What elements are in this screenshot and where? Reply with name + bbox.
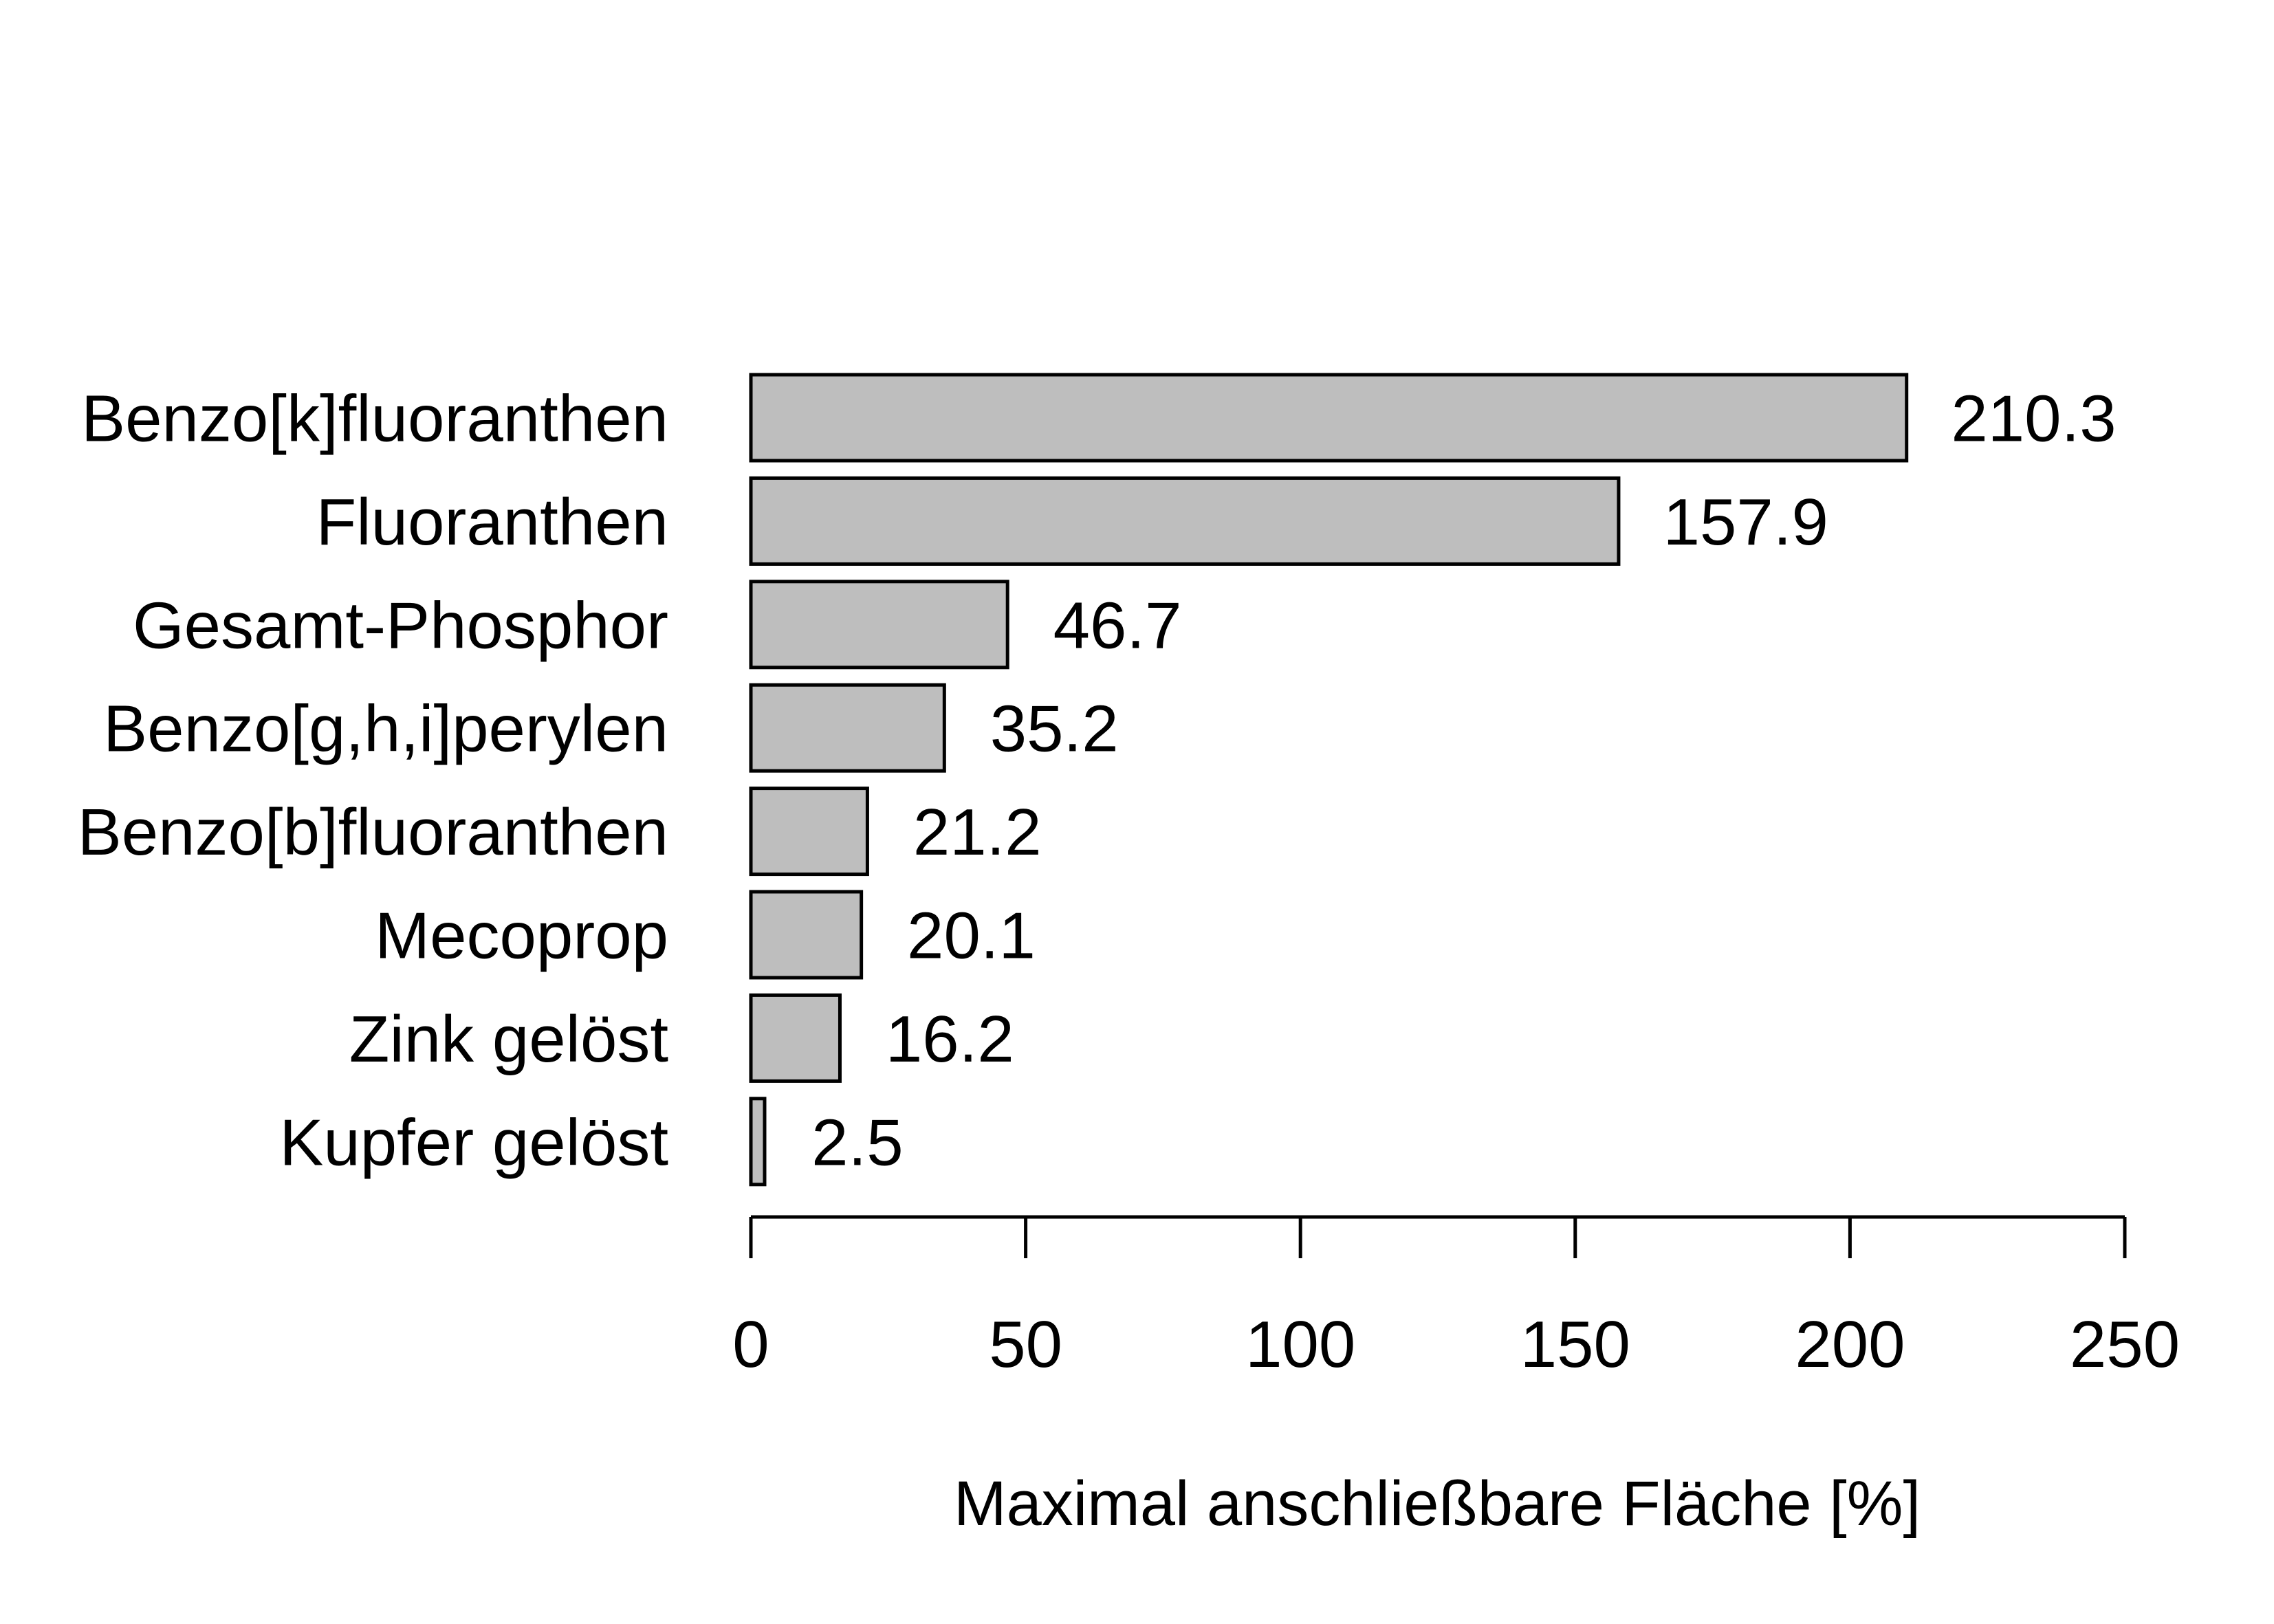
bar bbox=[749, 993, 842, 1083]
bars-layer bbox=[749, 373, 1909, 1187]
category-label: Mecoprop bbox=[375, 899, 668, 973]
data-label: 46.7 bbox=[1053, 589, 1182, 662]
data-label: 16.2 bbox=[886, 1002, 1014, 1076]
x-tick-label: 200 bbox=[1795, 1308, 1905, 1381]
category-label: Benzo[b]fluoranthen bbox=[78, 795, 668, 869]
category-label: Fluoranthen bbox=[316, 485, 668, 559]
bar bbox=[749, 890, 864, 980]
data-label: 2.5 bbox=[811, 1106, 903, 1179]
bar bbox=[749, 580, 1009, 670]
category-label: Benzo[k]fluoranthen bbox=[81, 382, 668, 456]
x-tick-label: 0 bbox=[732, 1308, 769, 1381]
x-axis: 0 50 100 150 200 250 bbox=[732, 1215, 2180, 1381]
bar bbox=[749, 787, 869, 877]
category-label: Gesamt-Phosphor bbox=[133, 589, 668, 662]
category-label: Zink gelöst bbox=[349, 1002, 668, 1076]
bar bbox=[749, 476, 1621, 566]
x-tick-label: 150 bbox=[1520, 1308, 1630, 1381]
bar bbox=[749, 373, 1909, 463]
data-label: 157.9 bbox=[1663, 485, 1828, 559]
x-tick-label: 50 bbox=[989, 1308, 1062, 1381]
data-label: 210.3 bbox=[1951, 382, 2116, 456]
value-labels: 210.3 157.9 46.7 35.2 21.2 20.1 16.2 2.5 bbox=[811, 382, 2117, 1180]
data-label: 35.2 bbox=[990, 692, 1119, 766]
category-label: Benzo[g,h,i]perylen bbox=[103, 692, 668, 766]
x-ticks: 0 50 100 150 200 250 bbox=[732, 1217, 2180, 1381]
category-labels: Benzo[k]fluoranthen Fluoranthen Gesamt-Pho… bbox=[78, 382, 668, 1180]
x-tick-label: 100 bbox=[1245, 1308, 1355, 1381]
data-label: 20.1 bbox=[907, 899, 1036, 973]
bar bbox=[749, 1097, 767, 1187]
data-label: 21.2 bbox=[913, 795, 1042, 869]
bar bbox=[749, 683, 946, 773]
x-tick-label: 250 bbox=[2070, 1308, 2180, 1381]
x-axis-title: Maximal anschließbare Fläche [%] bbox=[954, 1469, 1921, 1539]
category-label: Kupfer gelöst bbox=[279, 1106, 668, 1179]
